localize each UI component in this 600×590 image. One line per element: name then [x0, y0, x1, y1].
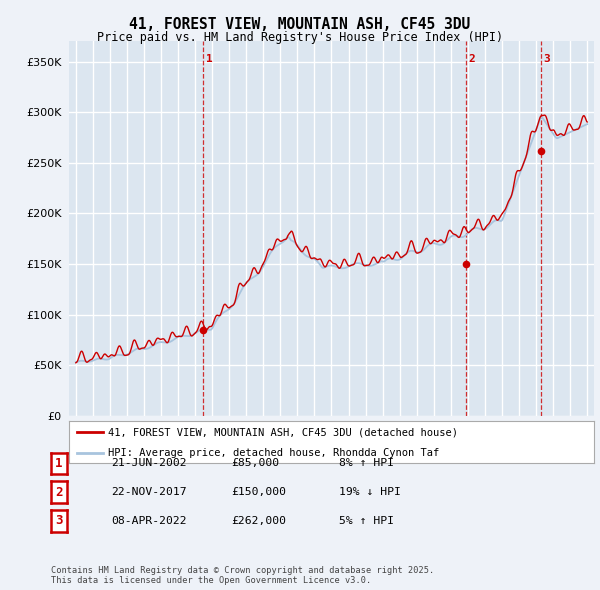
- Text: 8% ↑ HPI: 8% ↑ HPI: [339, 458, 394, 468]
- Text: £262,000: £262,000: [231, 516, 286, 526]
- Text: 41, FOREST VIEW, MOUNTAIN ASH, CF45 3DU: 41, FOREST VIEW, MOUNTAIN ASH, CF45 3DU: [130, 17, 470, 31]
- Text: 1: 1: [206, 54, 212, 64]
- Text: 08-APR-2022: 08-APR-2022: [111, 516, 187, 526]
- Text: HPI: Average price, detached house, Rhondda Cynon Taf: HPI: Average price, detached house, Rhon…: [109, 448, 440, 457]
- Text: 2: 2: [469, 54, 475, 64]
- Text: £85,000: £85,000: [231, 458, 279, 468]
- Text: Price paid vs. HM Land Registry's House Price Index (HPI): Price paid vs. HM Land Registry's House …: [97, 31, 503, 44]
- Text: 19% ↓ HPI: 19% ↓ HPI: [339, 487, 401, 497]
- Text: 3: 3: [55, 514, 62, 527]
- Text: 2: 2: [55, 486, 62, 499]
- Text: 21-JUN-2002: 21-JUN-2002: [111, 458, 187, 468]
- Text: 1: 1: [55, 457, 62, 470]
- Text: Contains HM Land Registry data © Crown copyright and database right 2025.
This d: Contains HM Land Registry data © Crown c…: [51, 566, 434, 585]
- Text: 3: 3: [543, 54, 550, 64]
- Text: 5% ↑ HPI: 5% ↑ HPI: [339, 516, 394, 526]
- Text: 41, FOREST VIEW, MOUNTAIN ASH, CF45 3DU (detached house): 41, FOREST VIEW, MOUNTAIN ASH, CF45 3DU …: [109, 427, 458, 437]
- Text: £150,000: £150,000: [231, 487, 286, 497]
- Text: 22-NOV-2017: 22-NOV-2017: [111, 487, 187, 497]
